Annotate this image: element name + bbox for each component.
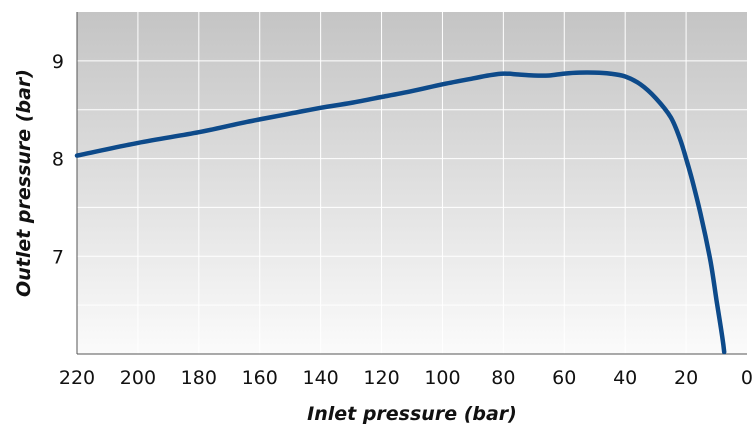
plot-area [77, 12, 747, 354]
x-tick-label: 20 [674, 367, 698, 389]
x-axis-label: Inlet pressure (bar) [307, 403, 517, 425]
y-tick-label: 8 [52, 149, 64, 171]
x-tick-label: 80 [491, 367, 515, 389]
x-tick-label: 200 [120, 367, 156, 389]
x-tick-label: 40 [613, 367, 637, 389]
x-tick-label: 60 [552, 367, 576, 389]
x-tick-label: 100 [424, 367, 460, 389]
series-group [74, 70, 727, 355]
y-tick-labels: 7 8 9 [52, 51, 64, 268]
x-tick-label: 0 [741, 367, 753, 389]
x-tick-label: 180 [181, 367, 217, 389]
series-line [74, 70, 727, 355]
x-tick-labels: 220 200 180 160 140 120 100 80 60 40 20 0 [59, 367, 753, 389]
gridlines [77, 12, 747, 354]
x-tick-label: 120 [363, 367, 399, 389]
x-tick-label: 220 [59, 367, 95, 389]
y-tick-label: 9 [52, 51, 64, 73]
x-tick-label: 160 [242, 367, 278, 389]
y-tick-label: 7 [52, 246, 64, 268]
y-axis-label: Outlet pressure (bar) [13, 69, 35, 297]
x-tick-label: 140 [303, 367, 339, 389]
